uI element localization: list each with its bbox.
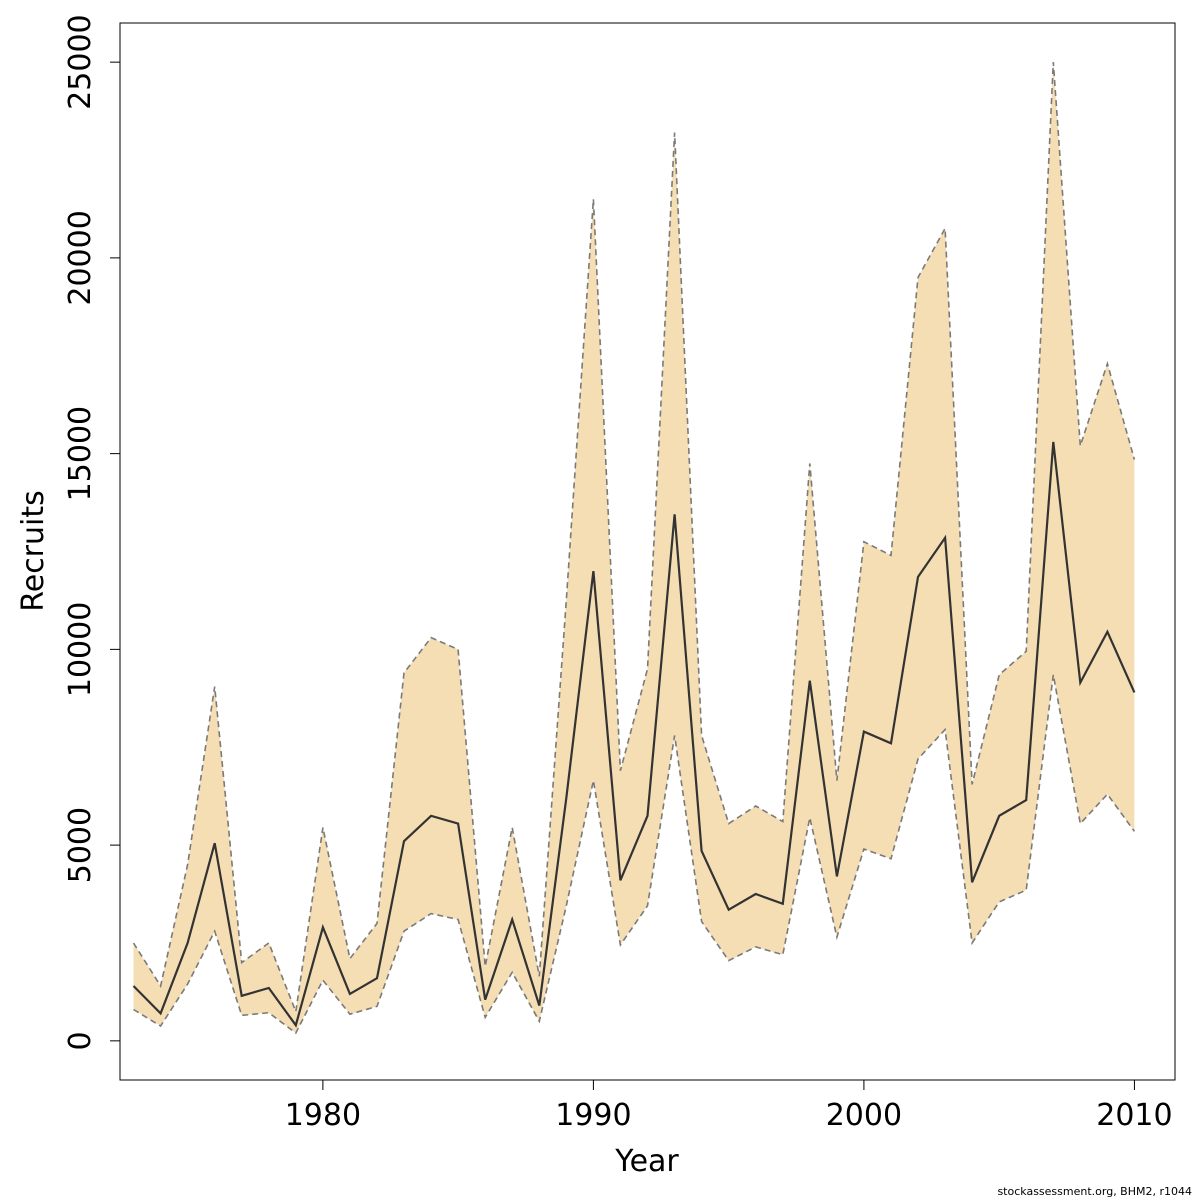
y-tick-label: 0 (63, 1031, 98, 1050)
x-tick-label: 1990 (555, 1098, 631, 1133)
x-axis: 1980 1990 2000 2010 (285, 1080, 1173, 1133)
confidence-band-layer (133, 62, 1135, 1034)
estimate-line (132, 441, 1136, 1028)
upper-bound-line (132, 62, 1136, 1015)
x-axis-title: Year (614, 1144, 679, 1179)
confidence-band (133, 62, 1135, 1034)
x-tick-label: 2010 (1096, 1098, 1172, 1133)
lower-bound-line (133, 674, 1136, 1035)
y-axis-title: Recruits (16, 490, 51, 612)
estimate-line-layer (132, 62, 1136, 1035)
x-tick-label: 1980 (285, 1098, 361, 1133)
y-tick-label: 10000 (63, 602, 98, 697)
plot-frame (119, 22, 1176, 1081)
footer-credit: stockassessment.org, BHM2, r1044 (997, 1185, 1192, 1198)
y-tick-label: 15000 (63, 406, 98, 501)
x-tick-label: 2000 (826, 1098, 902, 1133)
y-tick-label: 25000 (63, 14, 98, 109)
y-tick-label: 20000 (63, 210, 98, 305)
y-axis: 0 5000 10000 15000 20000 25000 (63, 14, 120, 1050)
y-tick-label: 5000 (63, 807, 98, 883)
